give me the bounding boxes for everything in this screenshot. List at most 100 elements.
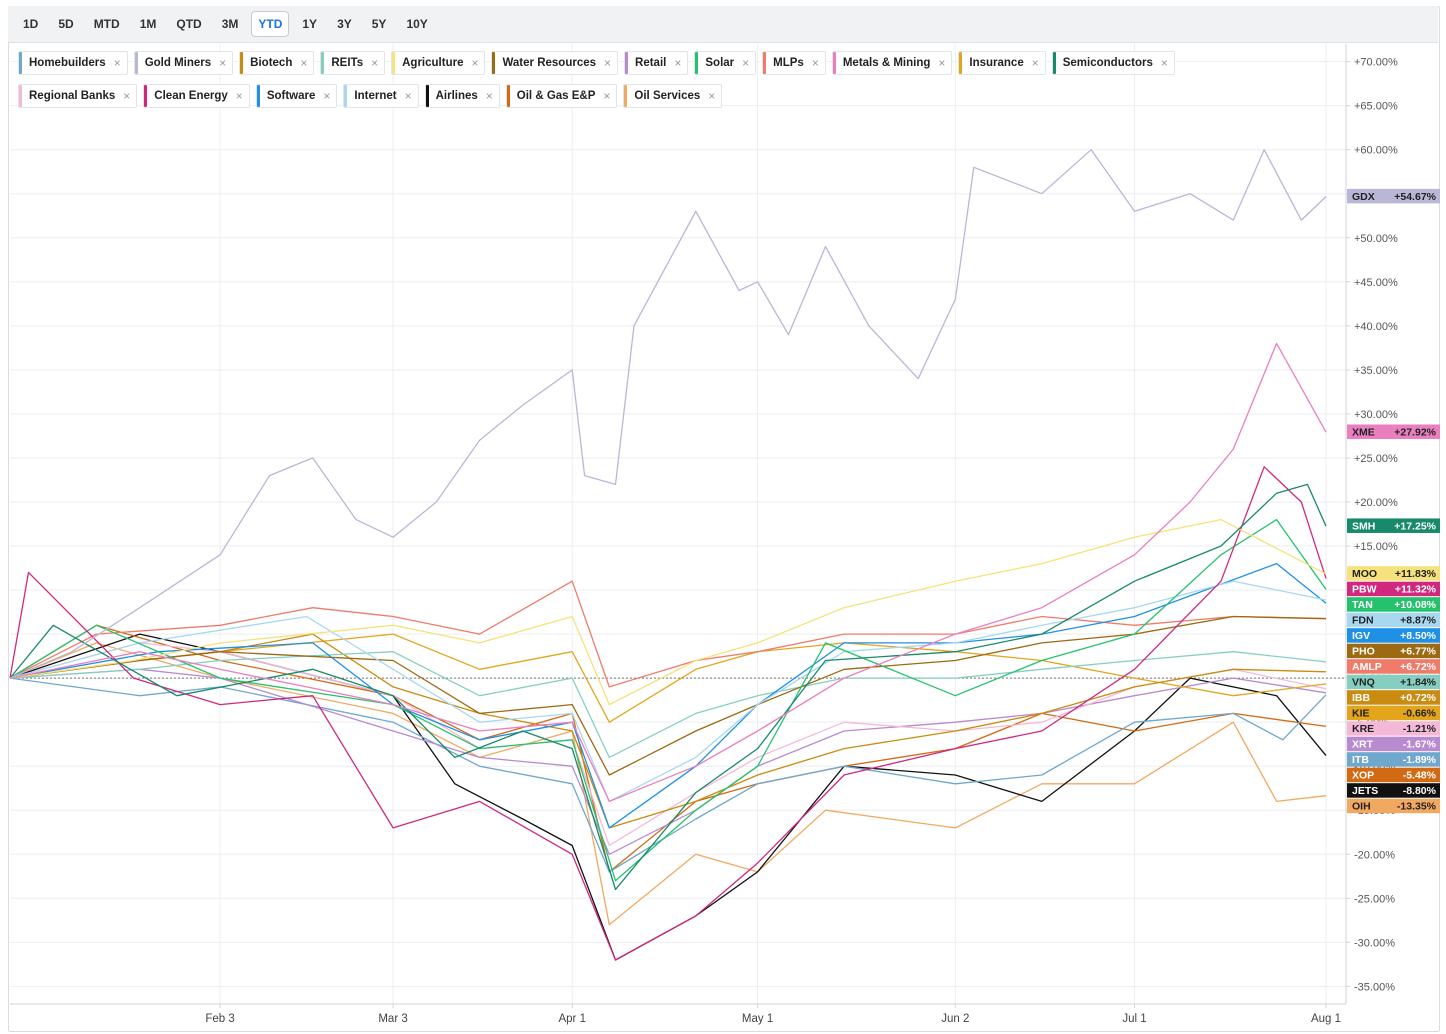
series-line-vnq[interactable] [9,651,1327,759]
range-button-3y[interactable]: 3Y [337,17,352,31]
legend-chip[interactable]: Clean Energy × [143,84,250,108]
range-button-5d[interactable]: 5D [58,17,74,31]
range-toolbar: 1D 5D MTD 1M QTD 3M YTD 1Y 3Y 5Y 10Y [8,6,1438,43]
legend-chip[interactable]: Insurance × [958,51,1046,75]
end-tag-pbw: PBW +11.32% [1347,581,1440,597]
legend-chip[interactable]: Oil & Gas E&P × [505,84,618,108]
legend-label: Clean Energy [154,90,228,102]
end-tag-moo: MOO +11.83% [1347,566,1440,581]
range-button-5y[interactable]: 5Y [371,17,387,31]
remove-series-icon[interactable]: × [485,89,493,103]
legend-swatch [763,52,767,74]
legend-swatch [144,85,148,107]
series-line-pho[interactable] [9,615,1327,776]
y-tick-label: -25.00% [1354,893,1395,905]
legend-chip[interactable]: Agriculture × [391,51,486,75]
end-tag-bg [1347,783,1440,798]
series-line-tan[interactable] [9,518,1327,882]
remove-series-icon[interactable]: × [404,89,412,103]
legend-chip[interactable]: Solar × [694,51,757,75]
remove-series-icon[interactable]: × [938,56,946,70]
remove-series-icon[interactable]: × [1160,56,1168,70]
y-tick-label: +45.00% [1354,277,1398,289]
legend-label: Software [266,90,316,102]
series-line-xme[interactable] [9,342,1327,803]
range-button-3m[interactable]: 3M [221,17,239,31]
remove-series-icon[interactable]: × [235,89,243,103]
legend-row: Homebuilders × Gold Miners × Biotech × REITs × A… [18,51,1348,77]
legend-chip[interactable]: Homebuilders × [18,51,128,75]
end-tag-ticker: PHO [1352,646,1375,658]
remove-series-icon[interactable]: × [219,56,227,70]
remove-series-icon[interactable]: × [604,56,612,70]
legend-chip[interactable]: Gold Miners × [133,51,234,75]
legend-chip[interactable]: Retail × [624,51,689,75]
legend-chip[interactable]: Oil Services × [623,84,723,108]
legend-chip[interactable]: Internet × [343,84,419,108]
legend-chip[interactable]: Water Resources × [491,51,619,75]
end-tag-value: -5.48% [1403,770,1437,782]
end-tag-ticker: AMLP [1352,661,1382,673]
remove-series-icon[interactable]: × [708,89,716,103]
legend-chip[interactable]: Software × [255,84,338,108]
remove-series-icon[interactable]: × [300,56,308,70]
legend-chip[interactable]: Semiconductors × [1051,51,1175,75]
remove-series-icon[interactable]: × [371,56,379,70]
remove-series-icon[interactable]: × [674,56,682,70]
end-tag-bg [1347,767,1440,783]
legend-swatch [506,85,510,107]
legend-swatch [695,52,699,74]
remove-series-icon[interactable]: × [323,89,331,103]
range-button-mtd[interactable]: MTD [93,17,120,31]
legend-chip[interactable]: Airlines × [424,84,500,108]
series-line-pbw[interactable] [9,466,1327,961]
end-tag-value: +17.25% [1394,520,1436,532]
series-line-moo[interactable] [9,518,1327,706]
y-tick-label: +65.00% [1354,101,1398,113]
end-tag-value: +6.77% [1400,646,1437,658]
legend-chip[interactable]: Regional Banks × [18,84,138,108]
end-tag-bg [1347,690,1440,705]
remove-series-icon[interactable]: × [742,56,750,70]
end-tag-value: +8.50% [1400,630,1437,642]
end-tag-xme: XME +27.92% [1347,424,1440,439]
range-button-10y[interactable]: 10Y [406,17,428,31]
end-tag-bg [1347,674,1440,690]
end-tag-bg [1347,612,1440,628]
end-tag-value: +10.08% [1394,599,1436,611]
legend-chip[interactable]: Metals & Mining × [831,51,953,75]
legend-chip[interactable]: REITs × [320,51,386,75]
series-line-kie[interactable] [9,633,1327,723]
end-tag-ticker: KRE [1352,723,1374,735]
series-line-fdn[interactable] [9,580,1327,803]
end-tag-ticker: SMH [1352,520,1375,532]
range-button-1y[interactable]: 1Y [302,17,318,31]
end-tag-value: -13.35% [1397,801,1437,813]
legend-swatch [832,52,836,74]
range-button-qtd[interactable]: QTD [176,17,202,31]
end-tag-ticker: JETS [1352,785,1378,797]
legend-label: Metals & Mining [842,57,931,69]
series-line-gdx[interactable] [9,149,1327,679]
end-tag-ticker: TAN [1352,599,1373,611]
remove-series-icon[interactable]: × [123,89,131,103]
x-tick-label: Aug 1 [1311,1013,1341,1025]
remove-series-icon[interactable]: × [811,56,819,70]
legend-label: MLPs [773,57,804,69]
legend-chip[interactable]: MLPs × [762,51,826,75]
range-button-1d[interactable]: 1D [23,17,39,31]
legend-chip[interactable]: Biotech × [239,51,315,75]
series-line-amlp[interactable] [9,580,1327,688]
series-legend: Homebuilders × Gold Miners × Biotech × REITs × A… [18,51,1348,117]
remove-series-icon[interactable]: × [603,89,611,103]
remove-series-icon[interactable]: × [113,56,121,70]
range-button-1m[interactable]: 1M [139,17,157,31]
end-tag-bg [1347,721,1440,736]
end-tag-value: -1.89% [1403,754,1437,766]
series-line-smh[interactable] [9,483,1327,891]
end-tag-kie: KIE -0.66% [1347,705,1440,721]
range-button-ytd[interactable]: YTD [251,11,290,37]
remove-series-icon[interactable]: × [471,56,479,70]
end-tag-ticker: XOP [1352,770,1374,782]
remove-series-icon[interactable]: × [1031,56,1039,70]
